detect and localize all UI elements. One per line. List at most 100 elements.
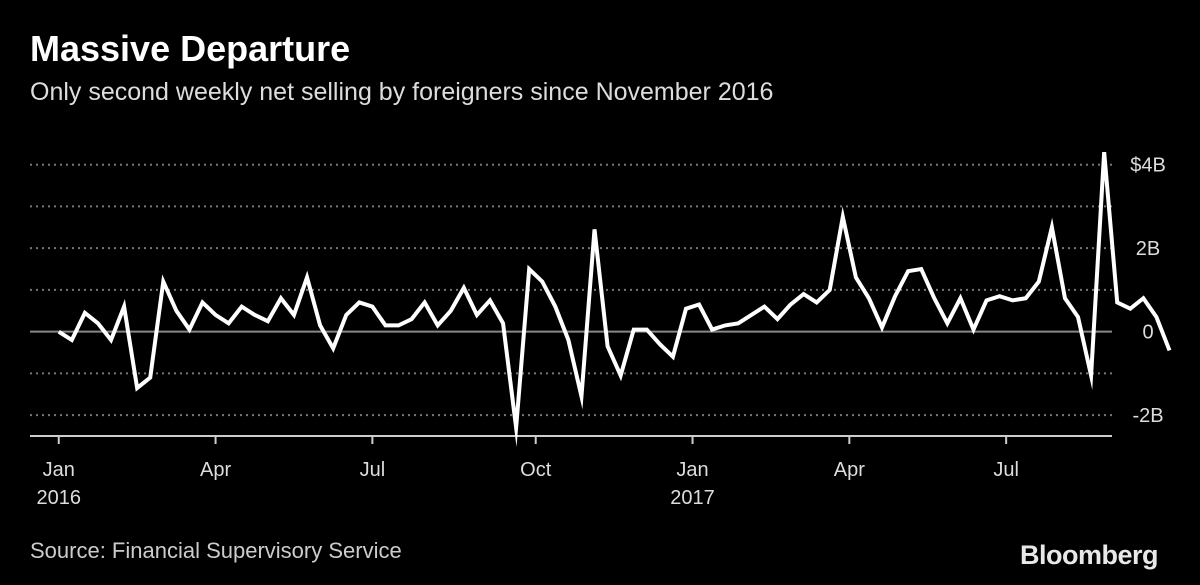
data-point	[593, 228, 596, 231]
data-point	[1024, 297, 1027, 300]
data-point	[201, 301, 204, 304]
data-point	[907, 270, 910, 273]
data-point	[920, 268, 923, 271]
data-point	[972, 328, 975, 331]
data-point	[1037, 280, 1040, 283]
bloomberg-logo: Bloomberg	[1019, 540, 1159, 570]
data-point	[815, 301, 818, 304]
data-point	[1103, 151, 1106, 154]
x-tick-label-4: Jan	[676, 459, 708, 481]
data-point	[632, 328, 635, 331]
data-point	[985, 299, 988, 302]
data-point	[541, 280, 544, 283]
x-tick-label-0: Jan	[43, 459, 75, 481]
data-point	[253, 313, 256, 316]
data-point	[475, 313, 478, 316]
data-point	[645, 328, 648, 331]
data-point	[724, 324, 727, 327]
data-point	[1142, 297, 1145, 300]
data-point	[384, 324, 387, 327]
data-point	[854, 276, 857, 279]
data-point	[515, 426, 518, 429]
data-point	[567, 339, 570, 342]
data-point	[606, 345, 609, 348]
data-point	[96, 322, 99, 325]
x-tick-label-2: Jul	[360, 459, 386, 481]
data-point	[763, 305, 766, 308]
data-point	[1155, 316, 1158, 319]
data-point	[423, 301, 426, 304]
data-point	[136, 387, 139, 390]
data-point	[306, 276, 309, 279]
data-point	[619, 374, 622, 377]
data-point	[449, 309, 452, 312]
data-point	[998, 295, 1001, 298]
data-point	[358, 301, 361, 304]
data-point	[175, 309, 178, 312]
data-point	[1011, 299, 1014, 302]
data-point	[410, 318, 413, 321]
data-point	[83, 311, 86, 314]
data-point	[57, 330, 60, 333]
data-point	[149, 376, 152, 379]
data-point	[279, 297, 282, 300]
data-point	[162, 280, 165, 283]
y-tick-label-1: 2B	[1136, 238, 1160, 260]
gridlines	[30, 163, 1112, 417]
source-note: Source: Financial Supervisory Service	[30, 538, 402, 563]
data-point	[292, 313, 295, 316]
data-point	[462, 286, 465, 289]
x-tick-label-5: Apr	[834, 459, 865, 481]
chart-subtitle: Only second weekly net selling by foreig…	[30, 78, 774, 106]
y-tick-label-2: 0	[1142, 322, 1153, 344]
y-tick-label-3: -2B	[1132, 405, 1163, 427]
data-point	[214, 313, 217, 316]
x-tick-sublabel-4: 2017	[670, 487, 715, 509]
data-point	[802, 293, 805, 296]
data-point	[319, 324, 322, 327]
series-line-0	[57, 152, 1172, 448]
data-point	[436, 324, 439, 327]
data-point	[1116, 301, 1119, 304]
data-point	[789, 303, 792, 306]
data-point	[698, 303, 701, 306]
data-point	[371, 305, 374, 308]
data-point	[332, 347, 335, 350]
data-point	[345, 313, 348, 316]
data-point	[70, 339, 73, 342]
y-tick-label-0: $4B	[1130, 155, 1166, 177]
data-point	[828, 288, 831, 291]
data-point	[1168, 349, 1171, 352]
data-point	[933, 297, 936, 300]
data-point	[580, 395, 583, 398]
data-point	[1090, 374, 1093, 377]
data-point	[658, 343, 661, 346]
data-point	[1077, 316, 1080, 319]
data-point	[1129, 307, 1132, 310]
data-point	[946, 322, 949, 325]
data-point	[110, 339, 113, 342]
data-point	[737, 322, 740, 325]
data-point	[841, 215, 844, 218]
x-axis: Jan 2016 Apr Jul Oct Jan 2017 Apr Jul	[30, 435, 1112, 509]
x-tick-label-3: Oct	[520, 459, 552, 481]
data-point	[1050, 226, 1053, 229]
chart-title: Massive Departure	[30, 28, 351, 69]
data-point	[776, 318, 779, 321]
data-point	[488, 299, 491, 302]
data-point	[684, 307, 687, 310]
data-point	[750, 313, 753, 316]
series-layer	[57, 151, 1172, 448]
data-point	[188, 328, 191, 331]
data-point	[671, 355, 674, 358]
data-point	[502, 322, 505, 325]
data-point	[528, 268, 531, 271]
x-tick-label-1: Apr	[200, 459, 231, 481]
x-tick-label-6: Jul	[993, 459, 1019, 481]
data-point	[554, 305, 557, 308]
data-point	[123, 305, 126, 308]
y-axis: $4B 2B 0 -2B	[1130, 155, 1166, 427]
data-point	[881, 326, 884, 329]
data-point	[266, 320, 269, 323]
